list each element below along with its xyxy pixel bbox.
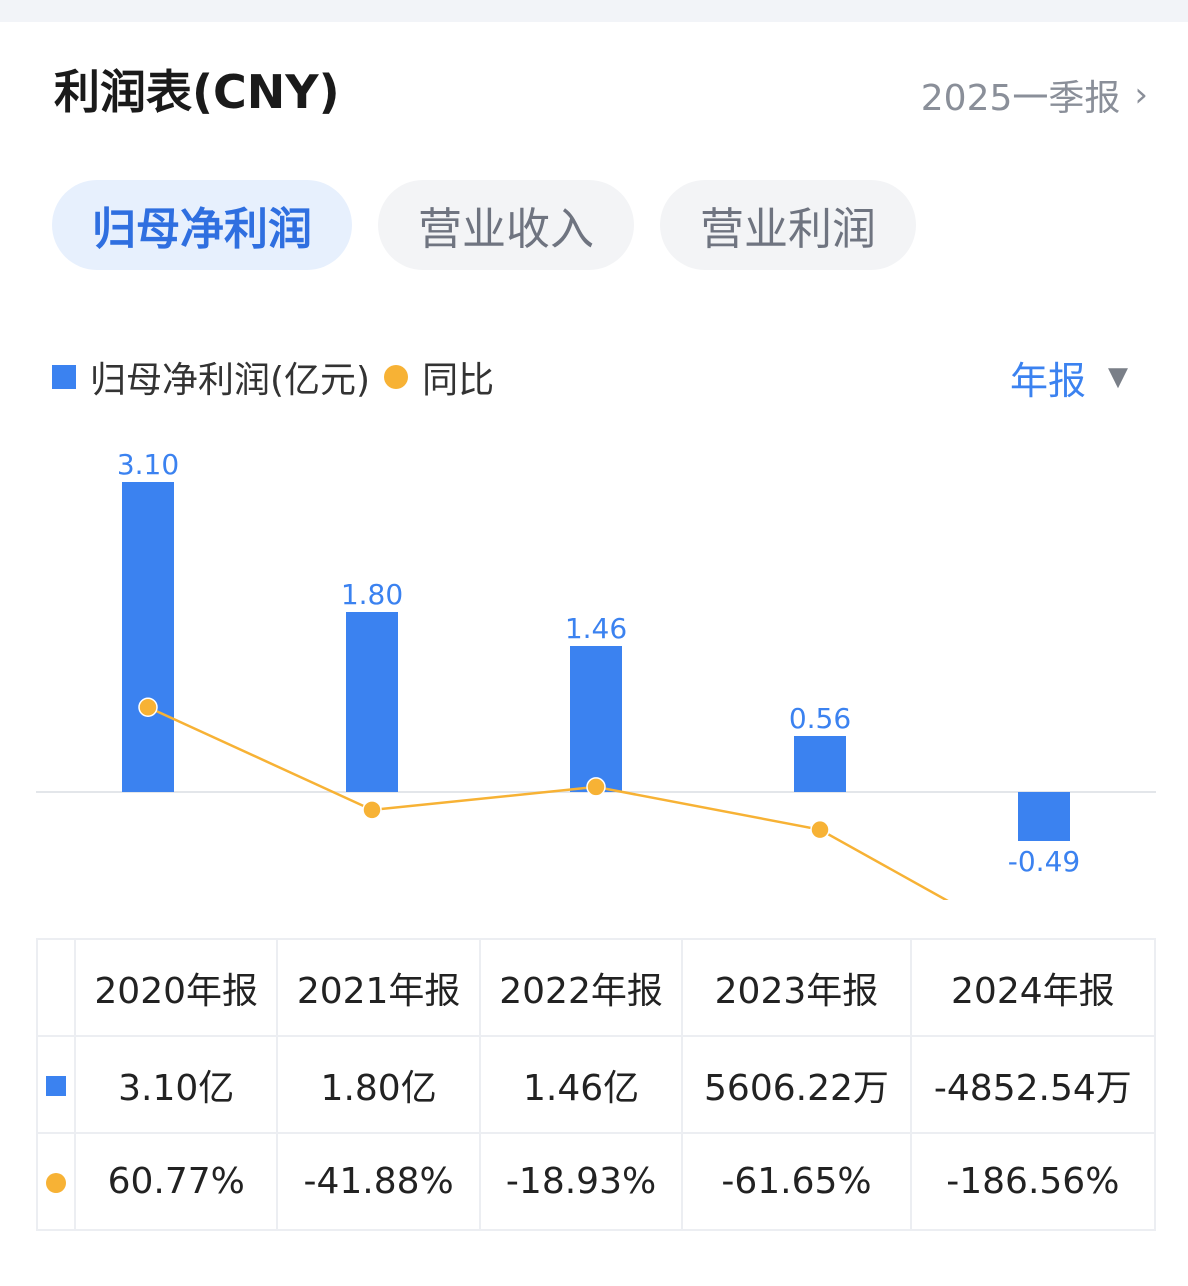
line-legend-label: 同比 xyxy=(422,360,495,401)
yoy-cell: -41.88% xyxy=(276,1132,481,1231)
yoy-point xyxy=(586,777,606,797)
line-marker-icon xyxy=(46,1173,66,1193)
bar xyxy=(570,646,622,792)
table-header-cell: 2022年报 xyxy=(478,938,684,1037)
bar-value-label: 1.46 xyxy=(565,612,627,645)
yoy-cell: 60.77% xyxy=(73,1132,279,1231)
bar xyxy=(1018,792,1070,841)
bar-value-label: 1.80 xyxy=(341,578,403,611)
yoy-point xyxy=(362,800,382,820)
table-row-profit: 3.10亿 1.80亿 1.46亿 5606.22万 -4852.54万 xyxy=(36,1035,1157,1134)
bar xyxy=(794,736,846,792)
bar-legend-swatch xyxy=(52,365,76,389)
bar-value-label: 3.10 xyxy=(117,448,179,481)
table-header-cell: 2021年报 xyxy=(276,938,481,1037)
yoy-row-marker xyxy=(36,1132,76,1231)
chevron-right-icon: › xyxy=(1134,75,1148,115)
profit-row-marker xyxy=(36,1035,76,1134)
period-select[interactable]: 年报 ▼ xyxy=(1009,352,1128,403)
data-table: 2020年报 2021年报 2022年报 2023年报 2024年报 3.10亿… xyxy=(36,938,1157,1231)
page-title: 利润表(CNY) xyxy=(54,65,340,119)
table-row-yoy: 60.77% -41.88% -18.93% -61.65% -186.56% xyxy=(36,1132,1157,1231)
caret-down-icon: ▼ xyxy=(1108,362,1128,392)
table-header-row: 2020年报 2021年报 2022年报 2023年报 2024年报 xyxy=(36,938,1157,1037)
yoy-cell: -18.93% xyxy=(478,1132,684,1231)
line-legend-swatch xyxy=(384,365,409,389)
profit-cell: 1.46亿 xyxy=(478,1035,684,1134)
period-select-value: 年报 xyxy=(1009,358,1086,403)
tab-revenue[interactable]: 营业收入 xyxy=(378,180,634,270)
yoy-point xyxy=(138,697,158,717)
yoy-cell: -61.65% xyxy=(681,1132,912,1231)
table-corner-cell xyxy=(36,938,76,1037)
profit-cell: 1.80亿 xyxy=(276,1035,481,1134)
top-bar xyxy=(0,0,1188,22)
tab-net-profit[interactable]: 归母净利润 xyxy=(52,180,352,270)
yoy-point xyxy=(810,819,830,840)
chart-legend: 归母净利润(亿元) 同比 xyxy=(52,352,494,402)
profit-cell: -4852.54万 xyxy=(909,1035,1157,1134)
table-header-cell: 2024年报 xyxy=(909,938,1157,1037)
report-period-link[interactable]: 2025一季报 › xyxy=(921,70,1148,120)
yoy-cell: -186.56% xyxy=(909,1132,1157,1231)
table-header-cell: 2023年报 xyxy=(681,938,912,1037)
profit-cell: 5606.22万 xyxy=(681,1035,912,1134)
bar-legend-label: 归母净利润(亿元) xyxy=(90,360,371,401)
tab-operating-profit[interactable]: 营业利润 xyxy=(660,180,916,270)
bar-marker-icon xyxy=(46,1076,66,1096)
bar xyxy=(346,612,398,792)
report-period-label: 2025一季报 xyxy=(920,78,1121,119)
bar xyxy=(122,482,174,792)
bar-value-label: 0.56 xyxy=(789,702,851,735)
bar-value-label: -0.49 xyxy=(1008,845,1080,878)
profit-cell: 3.10亿 xyxy=(73,1035,279,1134)
table-header-cell: 2020年报 xyxy=(73,938,279,1037)
metric-tabs: 归母净利润 营业收入 营业利润 xyxy=(52,180,916,270)
profit-chart: 3.10 1.80 1.46 0.56 -0.49 xyxy=(36,448,1156,900)
